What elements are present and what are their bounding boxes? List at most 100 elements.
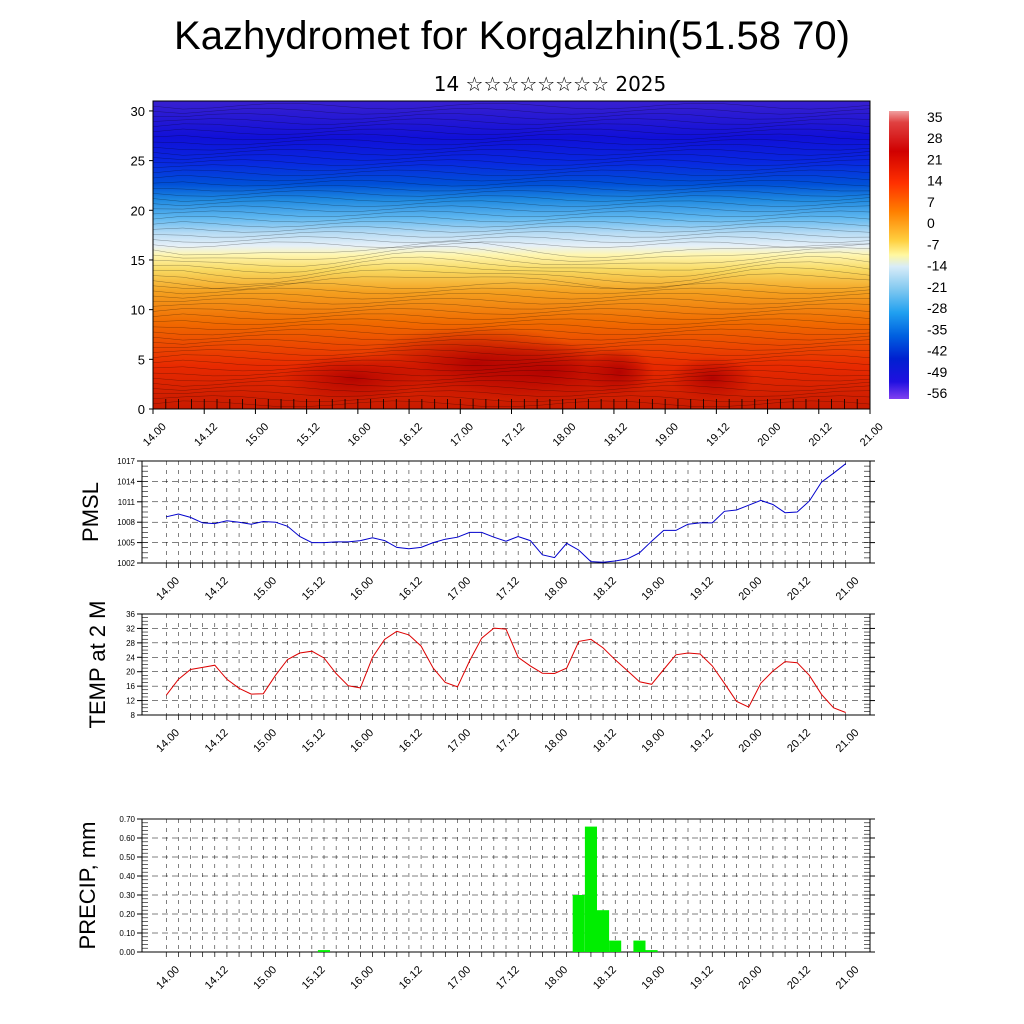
x-tick-label: 17.12 (494, 727, 522, 755)
y-tick-label: 25 (131, 154, 145, 169)
isotherm-line (153, 293, 870, 300)
x-tick-label: 18.00 (542, 964, 570, 992)
x-tick-label: 16.00 (348, 727, 376, 755)
y-tick-label: 1017 (117, 457, 135, 466)
isotherm-line (153, 287, 870, 295)
y-axis-label: PRECIP, mm (75, 822, 100, 950)
x-tick-label: 20.12 (785, 575, 813, 603)
isotherm-line (153, 273, 870, 290)
x-tick-label: 18.00 (542, 575, 570, 603)
x-tick-label: 17.00 (445, 727, 473, 755)
isotherm-line (153, 308, 870, 315)
x-tick-label: 20.12 (785, 727, 813, 755)
y-tick-label: 36 (126, 610, 135, 619)
isotherm-line (153, 108, 870, 115)
isotherm-line (153, 164, 870, 171)
y-tick-label: 0.70 (119, 815, 135, 824)
isotherm-line (153, 210, 870, 217)
x-tick-label: 16.12 (397, 421, 425, 449)
isotherm-line (153, 241, 870, 248)
y-tick-label: 0.60 (119, 834, 135, 843)
isotherm-line (153, 154, 870, 161)
colorbar-label: -7 (927, 236, 940, 252)
y-tick-label: 5 (138, 352, 145, 367)
y-tick-label: 15 (131, 253, 145, 268)
y-tick-label: 1002 (117, 559, 135, 568)
x-tick-label: 18.00 (551, 421, 579, 449)
x-tick-label: 18.12 (602, 421, 630, 449)
colorbar-label: -21 (927, 279, 947, 295)
x-tick-label: 20.00 (737, 964, 765, 992)
isotherm-line (153, 138, 870, 145)
precip-bar (597, 910, 610, 952)
colorbar: 35 28 21 14 7 0 -7 -14 -21 -28 -35 -42 -49 -56 (889, 109, 947, 401)
colorbar-label: 35 (927, 109, 943, 125)
x-tick-label: 21.00 (858, 421, 886, 449)
y-tick-label: 0.30 (119, 891, 135, 900)
x-tick-label: 21.00 (834, 575, 862, 603)
x-tick-label: 14.12 (203, 575, 231, 603)
isotherm-line (153, 323, 870, 330)
x-tick-label: 16.00 (348, 964, 376, 992)
isotherm-line (153, 195, 870, 202)
colorbar-label: 14 (927, 173, 943, 189)
x-tick-label: 17.12 (494, 964, 522, 992)
isotherm-line (153, 313, 870, 320)
isotherm-line (153, 226, 870, 233)
isotherm-line (153, 149, 870, 156)
isotherm-line (153, 205, 870, 212)
colorbar-label: -35 (927, 321, 947, 337)
x-tick-label: 19.00 (640, 727, 668, 755)
y-tick-label: 1011 (118, 498, 136, 507)
x-tick-label: 21.00 (834, 727, 862, 755)
isotherm-line (153, 354, 870, 361)
x-tick-label: 14.12 (203, 964, 231, 992)
colorbar-fill (889, 111, 909, 399)
colorbar-label: -49 (927, 364, 947, 380)
y-tick-label: 0.10 (119, 929, 135, 938)
x-tick-label: 16.12 (397, 727, 425, 755)
y-axis-label: PMSL (78, 482, 103, 542)
x-tick-label: 16.00 (348, 575, 376, 603)
colorbar-label: -28 (927, 300, 947, 316)
isotherm-line (153, 185, 870, 192)
isotherm-line (153, 282, 870, 289)
x-tick-label: 19.12 (688, 727, 716, 755)
isotherm-line (153, 200, 870, 207)
temp-panel: 8 12 16 20 24 28 32 36 14.00 14.12 15.00 15.12 16.00… (85, 601, 875, 755)
y-tick-label: 0 (138, 402, 145, 417)
x-tick-label: 19.00 (653, 421, 681, 449)
x-tick-label: 20.12 (807, 421, 835, 449)
isotherm-line (153, 344, 870, 351)
isotherm-line (153, 231, 870, 238)
isotherm-line (153, 298, 870, 305)
x-tick-label: 14.00 (154, 964, 182, 992)
colorbar-label: 0 (927, 215, 935, 231)
y-tick-label: 30 (131, 104, 145, 119)
temp-series-line (165, 627, 846, 713)
colorbar-label: -42 (927, 343, 947, 359)
y-tick-label: 28 (126, 639, 135, 648)
isotherm-line (153, 175, 870, 182)
x-tick-label: 14.00 (141, 421, 169, 449)
warm-core (669, 356, 756, 400)
y-tick-label: 0.20 (119, 910, 135, 919)
isotherm-line (153, 364, 870, 372)
precip-bar (633, 940, 646, 952)
isotherm-line (153, 339, 870, 346)
y-axis-label: TEMP at 2 M (85, 601, 110, 729)
isotherm-line (153, 246, 870, 262)
isotherm-line (153, 349, 870, 356)
cross-section-panel: 0 5 10 15 20 25 30 14.00 14.12 15.00 15.12 16.00 16.… (131, 100, 886, 449)
isotherm-line (153, 261, 870, 280)
x-tick-label: 19.12 (704, 421, 732, 449)
x-tick-label: 19.00 (640, 964, 668, 992)
y-tick-label: 0.00 (119, 948, 135, 957)
x-tick-label: 18.00 (542, 727, 570, 755)
isotherm-line (153, 328, 870, 336)
x-tick-label: 16.00 (346, 421, 374, 449)
x-tick-label: 20.12 (785, 964, 813, 992)
isotherm-line (153, 215, 870, 223)
y-tick-label: 1014 (117, 477, 135, 486)
